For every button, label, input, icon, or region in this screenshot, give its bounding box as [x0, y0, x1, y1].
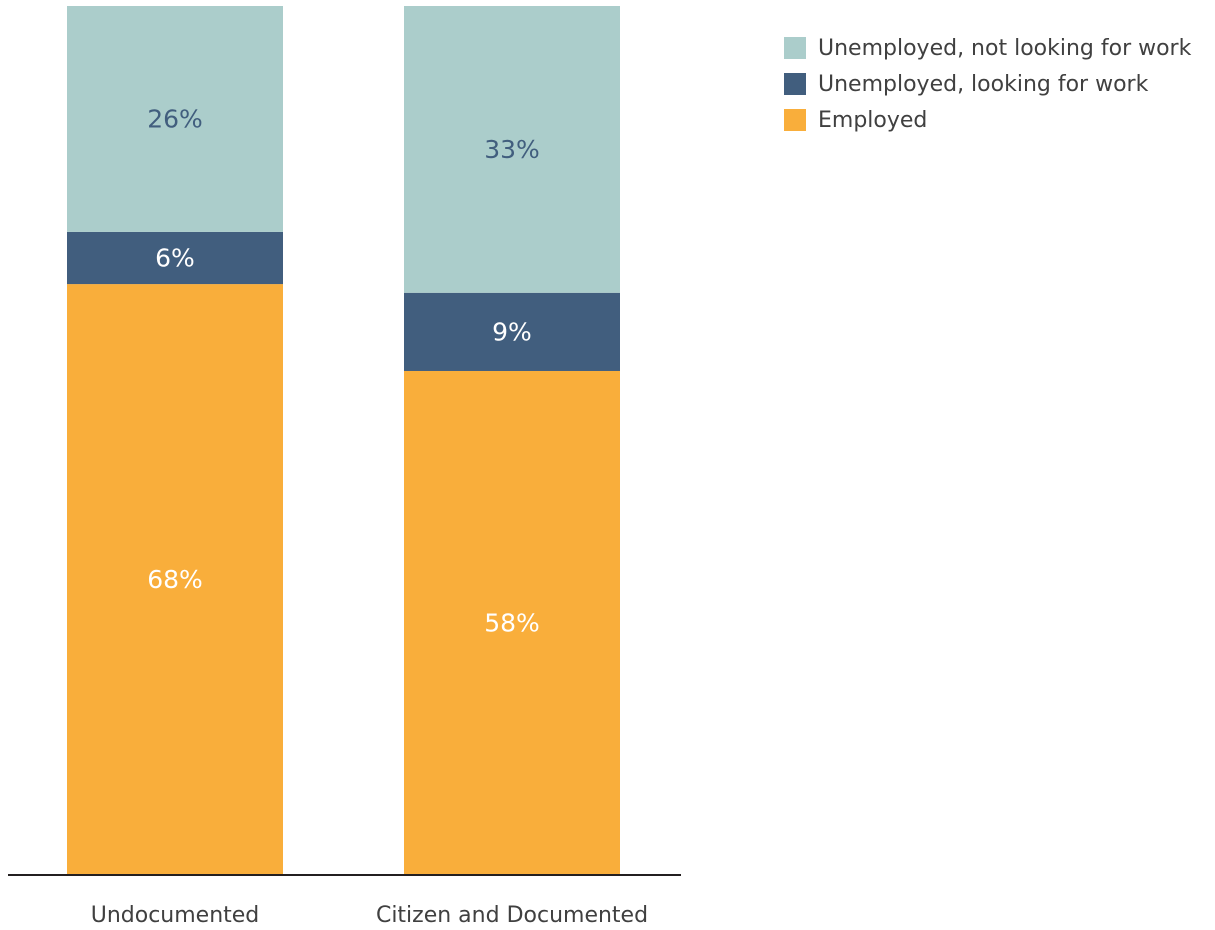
data-label-undocumented-unemployed-looking-for-work: 6% [155, 244, 195, 273]
legend-item-looking: Unemployed, looking for work [784, 66, 1191, 102]
data-label-citizen-and-documented-unemployed-looking-for-work: 9% [492, 317, 532, 346]
legend-item-employed: Employed [784, 102, 1191, 138]
legend-label-not-looking: Unemployed, not looking for work [818, 35, 1192, 61]
legend-swatch-looking [784, 73, 806, 95]
legend-swatch-employed [784, 109, 806, 131]
bar-segment-undocumented-employed [67, 284, 283, 876]
bar-segment-citizen-and-documented-employed [404, 370, 620, 875]
bar-segment-citizen-and-documented-unemployed-looking-for-work [404, 292, 620, 371]
data-label-undocumented-unemployed-not-looking-for-work: 26% [147, 104, 203, 133]
data-label-citizen-and-documented-employed: 58% [484, 608, 540, 637]
legend-label-employed: Employed [818, 107, 928, 133]
legend-label-looking: Unemployed, looking for work [818, 71, 1149, 97]
data-label-undocumented-employed: 68% [147, 565, 203, 594]
legend-item-not-looking: Unemployed, not looking for work [784, 30, 1191, 66]
bar-segment-undocumented-unemployed-not-looking-for-work [67, 6, 283, 232]
chart-legend: Unemployed, not looking for work Unemplo… [784, 30, 1191, 138]
bar-segment-undocumented-unemployed-looking-for-work [67, 231, 283, 285]
legend-swatch-not-looking [784, 37, 806, 59]
x-tick-label-undocumented: Undocumented [91, 903, 260, 928]
x-tick-label-citizen-and-documented: Citizen and Documented [376, 903, 648, 928]
data-label-citizen-and-documented-unemployed-not-looking-for-work: 33% [484, 135, 540, 164]
bar-segment-citizen-and-documented-unemployed-not-looking-for-work [404, 6, 620, 293]
